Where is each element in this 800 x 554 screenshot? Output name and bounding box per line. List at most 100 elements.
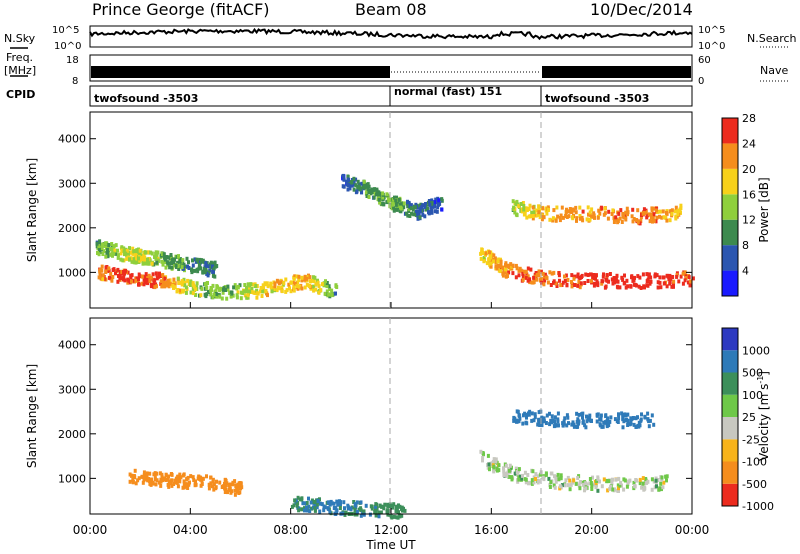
heatmap-cell (530, 210, 534, 215)
heatmap-cell (676, 208, 680, 213)
heatmap-cell (524, 206, 528, 211)
heatmap-cell (612, 276, 616, 280)
heatmap-cell (659, 285, 663, 290)
heatmap-cell (616, 279, 620, 284)
heatmap-cell (125, 249, 129, 253)
heatmap-cell (672, 281, 675, 286)
heatmap-cell (176, 478, 180, 483)
heatmap-cell (649, 212, 653, 217)
heatmap-cell (318, 501, 322, 506)
heatmap-cell (604, 284, 608, 289)
heatmap-cell (395, 200, 399, 205)
heatmap-cell (492, 469, 496, 474)
heatmap-cell (377, 197, 381, 202)
heatmap-cell (591, 475, 594, 480)
heatmap-cell (98, 250, 102, 254)
heatmap-cell (625, 484, 629, 489)
heatmap-cell (201, 270, 205, 275)
heatmap-cell (656, 280, 660, 285)
heatmap-cell (264, 289, 268, 293)
heatmap-cell (663, 281, 666, 286)
heatmap-cell (530, 418, 534, 423)
heatmap-cell (499, 259, 503, 264)
heatmap-cell (539, 269, 543, 274)
freq-panel-frame (89, 54, 693, 82)
heatmap-cell (507, 270, 511, 275)
heatmap-cell (132, 257, 135, 262)
heatmap-cell (116, 253, 120, 258)
heatmap-cell (141, 480, 145, 485)
heatmap-cell (201, 259, 205, 264)
colorbar-tick-label: 100 (742, 389, 763, 402)
heatmap-cell (155, 478, 159, 483)
noise-line (89, 27, 693, 41)
heatmap-cell (607, 209, 611, 214)
heatmap-cell (127, 252, 131, 257)
heatmap-cell (193, 268, 196, 273)
heatmap-cell (503, 270, 507, 275)
heatmap-cell (312, 288, 316, 293)
heatmap-cell (646, 411, 650, 416)
heatmap-cell (261, 283, 265, 288)
heatmap-cell (674, 205, 678, 210)
heatmap-cell (614, 477, 618, 482)
heatmap-cell (673, 209, 677, 214)
heatmap-cell (178, 259, 182, 264)
heatmap-cell (399, 209, 403, 214)
heatmap-cell (494, 264, 498, 269)
heatmap-cell (291, 280, 295, 285)
heatmap-cell (579, 281, 583, 286)
colorbar-segment (722, 143, 738, 169)
heatmap-cell (256, 291, 260, 296)
heatmap-cell (180, 282, 184, 287)
heatmap-cell (502, 469, 506, 474)
heatmap-cell (355, 500, 359, 505)
heatmap-cell (328, 287, 332, 292)
heatmap-cell (506, 274, 509, 278)
heatmap-cell (390, 515, 394, 520)
heatmap-cell (169, 253, 173, 257)
heatmap-cell (562, 421, 566, 426)
heatmap-cell (295, 503, 299, 508)
heatmap-cell (553, 423, 557, 427)
heatmap-cell (150, 261, 154, 266)
heatmap-cell (277, 281, 281, 286)
heatmap-cell (159, 483, 163, 488)
heatmap-cell (221, 484, 225, 489)
heatmap-cell (626, 212, 629, 217)
heatmap-cell (293, 498, 297, 503)
heatmap-cell (287, 282, 291, 287)
heatmap-cell (545, 211, 549, 216)
colorbar-tick-label: 500 (742, 367, 763, 380)
heatmap-cell (607, 479, 611, 484)
heatmap-cell (585, 414, 588, 419)
freq-label-1: Freq. (6, 51, 33, 64)
heatmap-cell (654, 476, 658, 481)
heatmap-cell (359, 506, 363, 511)
heatmap-cell (224, 478, 228, 483)
heatmap-cell (343, 506, 346, 511)
heatmap-cell (300, 278, 304, 283)
heatmap-cell (637, 284, 641, 289)
colorbar-segment (722, 219, 738, 246)
heatmap-cell (300, 497, 304, 502)
heatmap-cell (314, 287, 318, 292)
heatmap-cell (205, 292, 209, 297)
heatmap-cell (275, 288, 279, 293)
heatmap-cell (537, 210, 541, 215)
heatmap-cell (642, 207, 646, 212)
heatmap-cell (672, 284, 675, 289)
heatmap-cell (558, 216, 562, 220)
heatmap-cell (219, 286, 223, 291)
heatmap-cell (194, 292, 198, 297)
heatmap-cell (117, 274, 120, 278)
heatmap-cell (263, 281, 267, 286)
heatmap-cell (617, 489, 620, 493)
heatmap-cell (249, 282, 253, 287)
heatmap-cell (615, 217, 619, 222)
heatmap-cell (374, 506, 377, 511)
heatmap-cell (289, 289, 293, 294)
velocity-colorbar: 1000 500 100 25 -25 -100 -500 -1000 (721, 327, 774, 513)
heatmap-cell (176, 260, 180, 265)
heatmap-cell (233, 479, 237, 484)
